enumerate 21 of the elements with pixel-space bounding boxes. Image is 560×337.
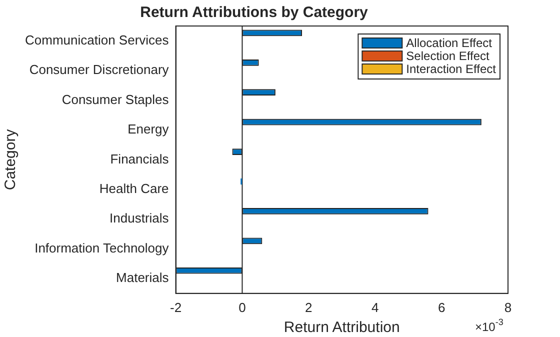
y-tick-label: Energy: [128, 122, 170, 137]
x-tick-label: 6: [438, 300, 446, 315]
y-tick-label: Financials: [110, 151, 170, 166]
y-tick-label: Information Technology: [34, 240, 170, 256]
legend-label: Interaction Effect: [406, 62, 497, 76]
y-axis-title: Category: [2, 128, 20, 190]
y-tick-label: Industrials: [110, 210, 170, 226]
x-tick-label: 8: [504, 300, 512, 315]
y-tick-label: Materials: [116, 270, 170, 286]
legend-label: Selection Effect: [406, 48, 490, 63]
legend-label: Allocation Effect: [406, 36, 493, 50]
x-tick-label: 0: [238, 300, 246, 315]
chart-title: Return Attributions by Category: [140, 4, 369, 22]
y-tick-label: Consumer Staples: [62, 92, 170, 107]
x-tick-label: 2: [305, 300, 312, 315]
x-axis-title: Return Attribution: [284, 319, 400, 336]
y-tick-label: Health Care: [99, 180, 169, 196]
x-tick-label: -2: [170, 300, 182, 315]
y-tick-label: Consumer Discretionary: [29, 62, 170, 78]
x-tick-label: 4: [371, 300, 379, 315]
y-tick-label: Communication Services: [24, 32, 170, 48]
